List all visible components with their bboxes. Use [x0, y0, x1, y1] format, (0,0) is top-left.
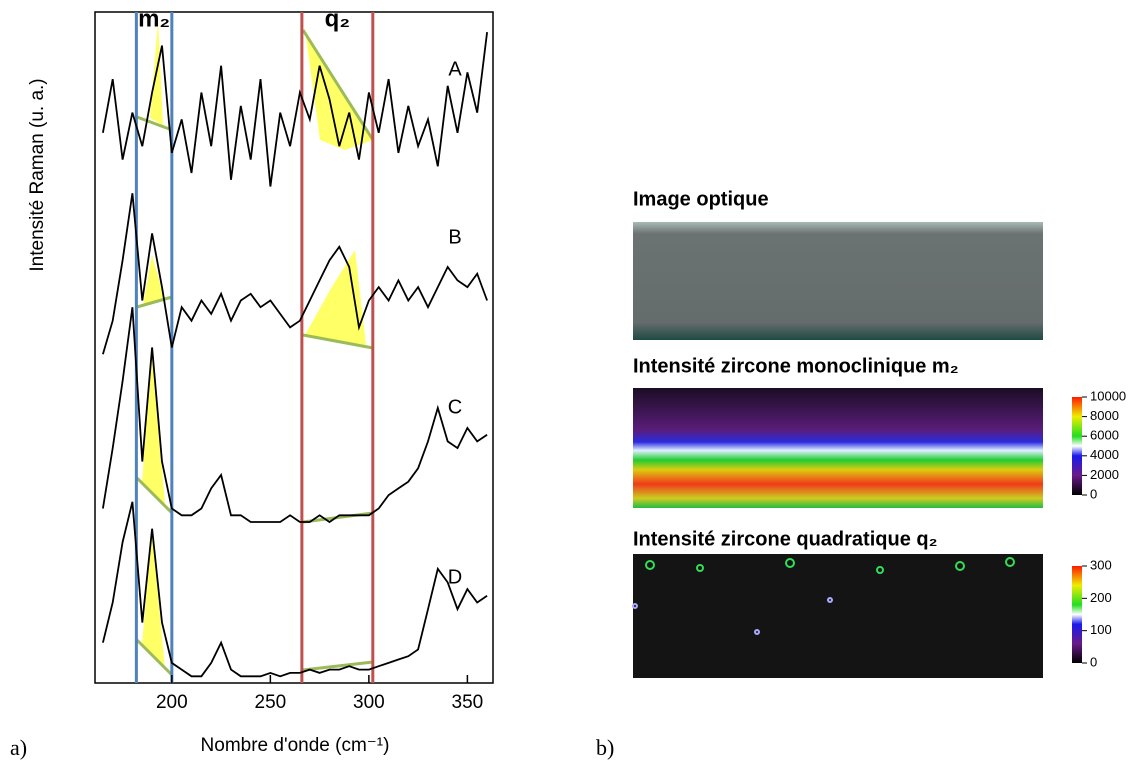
x-tick-label: 350 — [452, 692, 484, 713]
series-label: B — [448, 226, 461, 248]
spectra-plot — [94, 11, 494, 684]
band-label: m₂ — [138, 5, 170, 32]
map-title: Intensité zircone quadratique q₂ — [633, 528, 937, 550]
x-axis-label: Nombre d'onde (cm⁻¹) — [201, 735, 390, 756]
spectrum-line — [102, 193, 488, 355]
spectrum-line — [102, 31, 488, 187]
plot-frame — [94, 11, 494, 684]
panel-label: a) — [10, 735, 27, 760]
band-label: q₂ — [325, 5, 350, 32]
x-tick-label: 300 — [353, 692, 385, 713]
colorbar-tick-label: 2000 — [1090, 467, 1119, 482]
image-title: Image optique — [633, 188, 769, 210]
colorbar-tick-label: 0 — [1090, 654, 1097, 669]
heatmap-image — [633, 554, 1043, 678]
colorbar-tick-label: 200 — [1090, 590, 1112, 605]
optical-image — [633, 222, 1043, 340]
panel-label: b) — [596, 735, 614, 760]
x-tick-label: 250 — [255, 692, 287, 713]
spectrum-line — [102, 307, 488, 524]
colorbar-tick-label: 300 — [1090, 557, 1112, 572]
series-label: C — [448, 396, 462, 418]
colorbar-tick-label: 100 — [1090, 622, 1112, 637]
colorbar-tick-label: 10000 — [1090, 388, 1126, 403]
y-axis-label: Intensité Raman (u. a.) — [27, 78, 48, 271]
heatmap-speckles — [632, 557, 1015, 635]
colorbar-tick-label: 6000 — [1090, 428, 1119, 443]
colorbar-tick-label: 4000 — [1090, 447, 1119, 462]
peak-areas — [142, 20, 373, 670]
x-tick-label: 200 — [156, 692, 188, 713]
colorbar-tick-label: 0 — [1090, 486, 1097, 501]
colorbar — [1072, 397, 1082, 495]
heatmap-image — [633, 388, 1043, 508]
spectrum-line — [102, 501, 488, 678]
series-label: D — [448, 566, 462, 588]
colorbar — [1072, 566, 1082, 663]
colorbar-tick-label: 8000 — [1090, 408, 1119, 423]
baselines — [135, 29, 375, 677]
series-label: A — [448, 58, 462, 80]
map-title: Intensité zircone monoclinique m₂ — [633, 355, 959, 377]
